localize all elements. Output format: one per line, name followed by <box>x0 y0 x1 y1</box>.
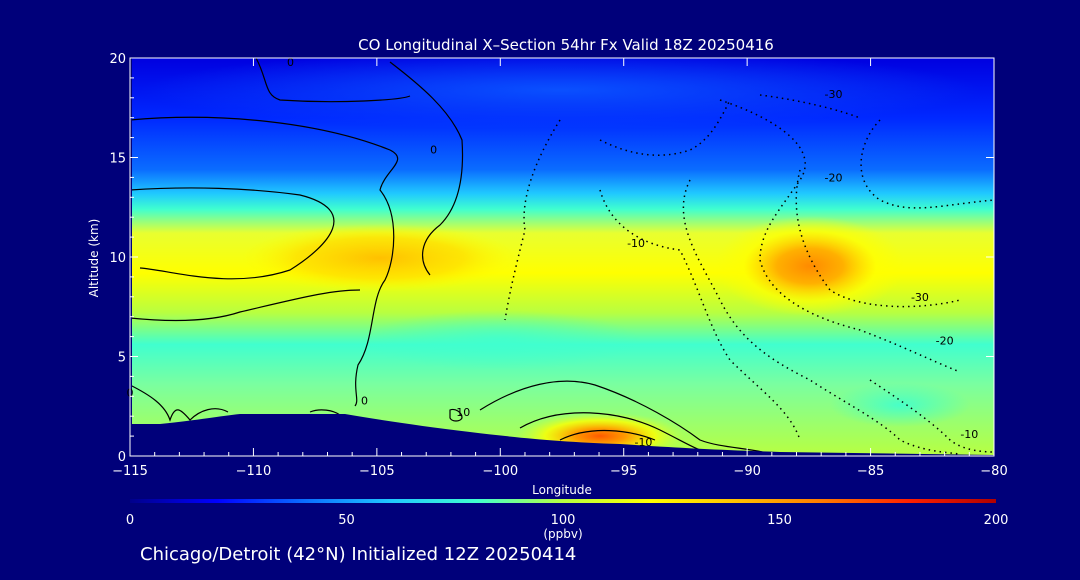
contour-label: 10 <box>456 406 470 419</box>
co-blob-cyan-east <box>830 383 970 427</box>
terrain-mask <box>130 414 994 458</box>
x-axis-label: Longitude <box>532 483 592 497</box>
y-axis: 0 5 10 15 20 <box>109 52 994 465</box>
co-max-east <box>715 216 905 316</box>
y-tick-label: 10 <box>109 251 126 266</box>
chart-title: CO Longitudinal X–Section 54hr Fx Valid … <box>358 36 774 54</box>
colorbar-tick-label: 200 <box>984 513 1009 528</box>
x-tick-label: −110 <box>236 464 272 479</box>
x-axis: −115 −110 −105 −100 −95 −90 −85 −80 <box>112 58 1008 479</box>
contour-solid-2 <box>130 116 399 407</box>
contour-dotted-4 <box>719 99 961 373</box>
contour-label: -30 <box>825 88 843 101</box>
colorbar-tick-label: 150 <box>767 513 792 528</box>
contour-dotted-9 <box>869 379 994 453</box>
colorbar-tick-label: 0 <box>126 513 134 528</box>
colorbar <box>130 499 996 503</box>
co-blob-upper-blue <box>140 58 980 130</box>
y-tick-label: 15 <box>109 152 126 167</box>
contour-solid-7 <box>479 380 771 455</box>
contour-solid-3 <box>130 187 335 280</box>
contour-label: -20 <box>936 335 954 348</box>
contour-solid-9 <box>559 429 656 441</box>
contour-solid-5 <box>389 61 464 276</box>
y-tick-label: 5 <box>118 351 126 366</box>
x-tick-label: −105 <box>359 464 395 479</box>
contour-label: 0 <box>361 394 368 407</box>
contour-label: 0 <box>287 56 294 69</box>
contour-solid-4 <box>130 289 361 322</box>
co-blob-cyan-mid <box>360 310 640 370</box>
contour-dotted-1 <box>504 119 561 321</box>
x-tick-label: −100 <box>482 464 518 479</box>
y-axis-label: Altitude (km) <box>87 219 101 298</box>
contour-solid-8 <box>519 412 701 451</box>
x-tick-label: −95 <box>610 464 637 479</box>
contour-label: 0 <box>430 144 437 157</box>
x-tick-label: −80 <box>980 464 1007 479</box>
contour-lines-dashed <box>504 94 994 455</box>
colorbar-tick-label: 100 <box>551 513 576 528</box>
contour-solid-1 <box>255 58 411 103</box>
x-tick-label: −115 <box>112 464 148 479</box>
x-tick-label: −90 <box>733 464 760 479</box>
contour-dotted-3 <box>682 179 961 455</box>
contour-label: -10 <box>960 428 978 441</box>
contour-label: -10 <box>627 237 645 250</box>
contour-solid-6 <box>130 384 229 422</box>
contour-solid-11 <box>309 409 341 416</box>
y-tick-label: 20 <box>109 52 126 67</box>
colorbar-units: (ppbv) <box>543 527 582 541</box>
contour-label: -30 <box>911 291 929 304</box>
x-tick-label: −85 <box>857 464 884 479</box>
y-tick-label: 0 <box>118 450 126 465</box>
contour-solid-10 <box>449 408 463 422</box>
contour-lines <box>130 58 771 455</box>
co-max-west <box>240 224 520 292</box>
colorbar-ticks: 0 50 100 150 200 <box>126 513 1009 528</box>
footer-caption: Chicago/Detroit (42°N) Initialized 12Z 2… <box>140 544 576 565</box>
contour-label: -20 <box>825 171 843 184</box>
contour-label: -10 <box>634 436 652 449</box>
co-field <box>130 58 994 456</box>
colorbar-tick-label: 50 <box>338 513 355 528</box>
